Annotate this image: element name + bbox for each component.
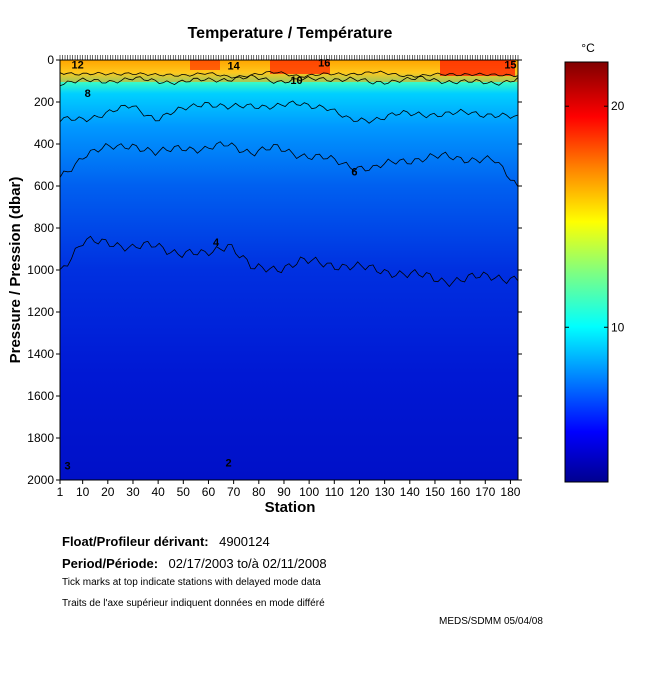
x-tick-label: 90 — [277, 485, 291, 499]
isotherm-lines — [59, 70, 519, 288]
credit-line: MEDS/SDMM 05/04/08 — [439, 616, 543, 627]
x-tick-label: 30 — [126, 485, 140, 499]
colorbar-tick-label: 10 — [611, 320, 625, 334]
isotherm-label: 6 — [351, 167, 357, 179]
y-tick-label: 200 — [34, 95, 54, 109]
colorbar-unit: °C — [581, 41, 595, 55]
period-info: Period/Période: 02/17/2003 to/à 02/11/20… — [62, 555, 327, 573]
y-tick-label: 1400 — [27, 347, 54, 361]
y-tick-label: 2000 — [27, 473, 54, 487]
y-axis: 0 200 400 600 800 1000 1200 1400 1600 1800 2000 — [27, 53, 522, 487]
x-tick-label: 80 — [252, 485, 266, 499]
isotherm-6 — [59, 100, 519, 124]
x-tick-label: 130 — [375, 485, 395, 499]
colorbar-tick-label: 20 — [611, 99, 625, 113]
note-french: Traits de l'axe supérieur indiquent donn… — [62, 598, 325, 609]
float-value: 4900124 — [219, 534, 270, 549]
x-axis-label: Station — [265, 499, 316, 516]
isotherm-label: 10 — [290, 75, 302, 87]
x-tick-label: 40 — [151, 485, 165, 499]
y-tick-label: 600 — [34, 179, 54, 193]
x-tick-label: 100 — [299, 485, 319, 499]
isotherm-label: 14 — [228, 60, 241, 72]
period-label: Period/Période: — [62, 556, 159, 571]
delayed-mode-tick-marks — [59, 55, 519, 60]
float-label: Float/Profileur dérivant: — [62, 534, 209, 549]
x-tick-label: 110 — [325, 485, 344, 499]
colorbar-gradient — [564, 61, 609, 483]
isotherm-label: 4 — [213, 237, 220, 249]
isotherm-10 — [59, 70, 519, 79]
isotherm-label: 8 — [85, 88, 91, 100]
colorbar: °C 10 20 — [564, 41, 625, 483]
x-tick-label: 150 — [425, 485, 445, 499]
x-tick-label: 10 — [76, 485, 90, 499]
y-axis-label: Pressure / Pression (dbar) — [7, 177, 24, 364]
x-tick-label: 1 — [57, 485, 64, 499]
chart-title: Temperature / Température — [188, 25, 393, 42]
x-tick-label: 120 — [349, 485, 369, 499]
isotherm-5 — [59, 141, 519, 188]
x-tick-label: 180 — [500, 485, 520, 499]
y-tick-label: 400 — [34, 137, 54, 151]
x-tick-label: 160 — [450, 485, 470, 499]
x-tick-label: 20 — [101, 485, 115, 499]
y-tick-label: 0 — [47, 53, 54, 67]
y-tick-label: 1200 — [27, 305, 54, 319]
float-info: Float/Profileur dérivant: 4900124 — [62, 533, 270, 551]
colorbar-ticks: 10 20 — [565, 99, 625, 334]
hot-patch-1 — [270, 60, 330, 74]
isotherm-label: 12 — [71, 59, 83, 71]
hot-patch-3 — [190, 60, 220, 70]
y-tick-label: 1800 — [27, 431, 54, 445]
y-tick-label: 800 — [34, 221, 54, 235]
period-value: 02/17/2003 to/à 02/11/2008 — [168, 556, 327, 571]
x-tick-label: 170 — [475, 485, 495, 499]
x-tick-label: 70 — [227, 485, 241, 499]
x-tick-label: 50 — [177, 485, 191, 499]
heatmap-field — [60, 60, 518, 480]
isotherm-label: 2 — [226, 457, 232, 469]
isotherm-8 — [59, 74, 519, 87]
isotherm-label: 15 — [504, 59, 516, 71]
isotherm-4 — [59, 235, 519, 288]
x-tick-label: 140 — [400, 485, 420, 499]
x-axis: 1 10 20 30 40 50 60 70 80 90 100 110 120 130 140 150 160… — [57, 480, 521, 499]
x-tick-label: 60 — [202, 485, 216, 499]
y-tick-label: 1600 — [27, 389, 54, 403]
y-tick-label: 1000 — [27, 263, 54, 277]
note-english: Tick marks at top indicate stations with… — [62, 577, 321, 588]
hot-patch-2 — [440, 60, 515, 76]
isotherm-label: 3 — [64, 461, 70, 473]
